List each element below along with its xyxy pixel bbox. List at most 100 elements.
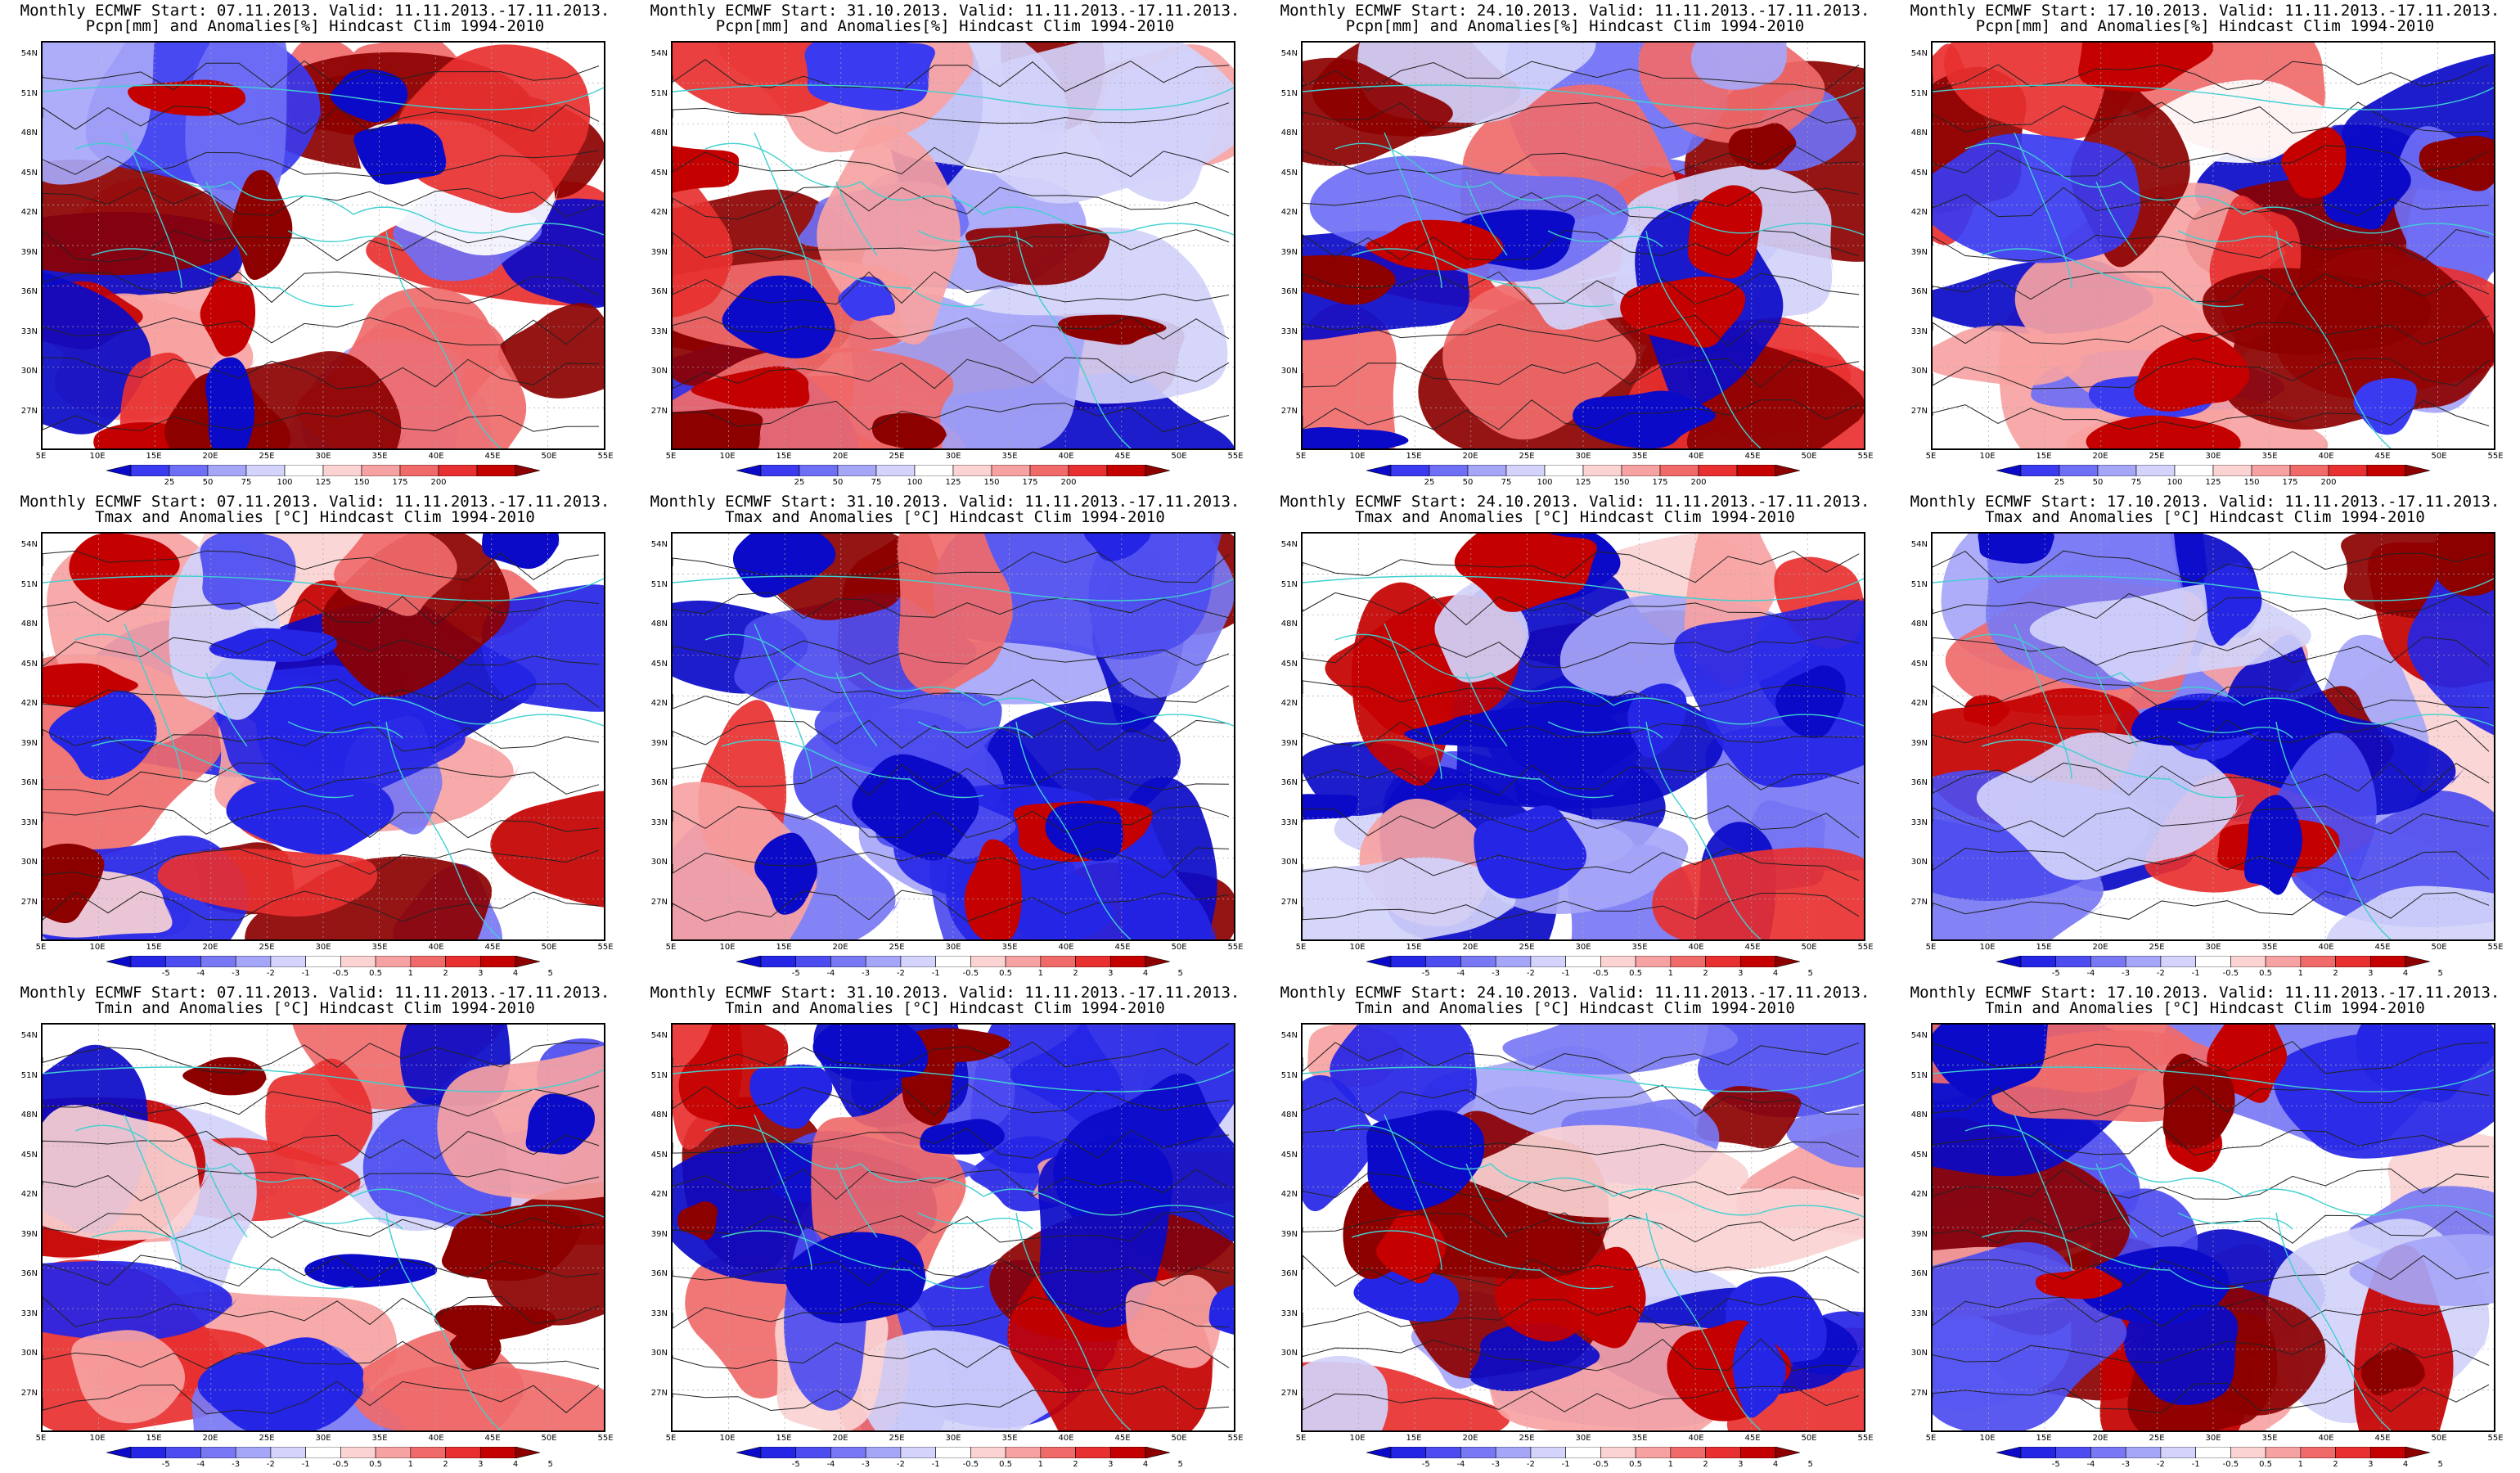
anomaly-core [525, 1093, 596, 1155]
contour-line [1933, 1255, 2490, 1287]
colorbar-tick-label: 4 [1772, 969, 1779, 978]
map-panel: Monthly ECMWF Start: 31.10.2013. Valid: … [630, 982, 1260, 1473]
lon-tick-label: 5E [35, 1434, 47, 1443]
colorbar-segment [322, 465, 362, 476]
lon-tick-label: 35E [1631, 943, 1648, 952]
lat-tick-label: 54N [1280, 1031, 1298, 1040]
coastline [1351, 739, 1614, 799]
map-plot [41, 532, 605, 941]
lat-tick-label: 45N [1280, 659, 1298, 669]
colorbar-segment [830, 1447, 866, 1458]
colorbar-segment [2020, 956, 2057, 967]
anomaly-core [722, 275, 837, 358]
colorbar-segment [165, 1447, 201, 1458]
lon-tick-label: 35E [2261, 943, 2278, 952]
contour-line [43, 1169, 600, 1202]
lon-tick-label: 25E [2149, 452, 2165, 461]
colorbar-segment [305, 1447, 341, 1458]
lat-tick-label: 30N [1910, 858, 1928, 867]
colorbar-tick-label: 1 [407, 969, 413, 978]
lat-tick-label: 48N [20, 128, 38, 137]
anomaly-patch [217, 674, 483, 798]
colorbar-segment [106, 956, 132, 967]
anomaly-core [2134, 332, 2253, 412]
colorbar [736, 1447, 1170, 1458]
lat-tick-label: 45N [650, 168, 668, 178]
anomaly-core [209, 628, 340, 662]
anomaly-core [2244, 795, 2305, 895]
lat-tick-label: 51N [20, 579, 38, 589]
anomaly-core [1353, 1269, 1461, 1322]
colorbar-tick-label: 3 [1738, 1460, 1744, 1469]
lat-tick-label: 42N [1910, 699, 1928, 708]
lat-tick-label: 42N [1910, 208, 1928, 217]
lat-tick-label: 36N [650, 287, 668, 296]
panel-title-line1: Monthly ECMWF Start: 17.10.2013. Valid: … [1910, 2, 2500, 20]
lat-tick-label: 33N [1280, 1309, 1298, 1318]
lat-tick-label: 54N [650, 49, 668, 58]
lon-tick-label: 30E [315, 1434, 331, 1443]
colorbar-tick-label: 75 [2131, 478, 2142, 487]
anomaly-patch [1460, 1124, 1758, 1218]
lat-tick-label: 27N [20, 406, 38, 416]
lon-tick-label: 20E [2092, 943, 2108, 952]
coastline [721, 739, 984, 799]
colorbar-segment [515, 465, 540, 476]
contour-line [1933, 805, 2490, 838]
lat-tick-label: 45N [650, 659, 668, 669]
lon-tick-label: 35E [1631, 452, 1648, 461]
anomaly-core [677, 1201, 718, 1241]
coastline [754, 132, 812, 289]
lat-tick-label: 48N [650, 128, 668, 137]
anomaly-core [1045, 803, 1124, 862]
colorbar [1996, 956, 2430, 967]
colorbar-tick-label: -2 [896, 1460, 905, 1469]
colorbar-segment [235, 956, 272, 967]
coastline [74, 633, 604, 727]
map-plot [1301, 1023, 1865, 1432]
coastline [1645, 721, 1762, 939]
coastline [205, 672, 248, 747]
lat-tick-label: 39N [1280, 247, 1298, 257]
lon-tick-label: 55E [597, 943, 614, 952]
lat-tick-label: 45N [20, 168, 38, 178]
colorbar-segment [2125, 1447, 2162, 1458]
colorbar-segment [445, 956, 481, 967]
contour-line [1303, 550, 1860, 583]
colorbar-segment [1467, 465, 1507, 476]
contour-line [1303, 1255, 1860, 1287]
colorbar-segment [1530, 956, 1566, 967]
lon-tick-label: 50E [1171, 452, 1187, 461]
lon-tick-label: 40E [428, 452, 444, 461]
colorbar-tick-label: 175 [1652, 478, 1668, 487]
lat-tick-label: 27N [1280, 1388, 1298, 1398]
lat-tick-label: 36N [20, 1269, 38, 1278]
colorbar-segment [410, 1447, 446, 1458]
colorbar-segment [1565, 956, 1601, 967]
lon-tick-label: 20E [2092, 452, 2108, 461]
coastline [43, 1066, 604, 1092]
colorbar-segment [2405, 956, 2430, 967]
colorbar-tick-label: -1 [931, 1460, 940, 1469]
lat-tick-label: 48N [1280, 128, 1298, 137]
contour-line [1303, 892, 1860, 921]
colorbar-tick-label: 4 [512, 1460, 519, 1469]
colorbar [736, 956, 1170, 967]
coastline [1015, 230, 1132, 448]
lon-tick-label: 30E [1575, 1434, 1591, 1443]
colorbar-tick-label: 4 [1142, 969, 1149, 978]
lon-tick-label: 35E [371, 452, 388, 461]
colorbar-tick-label: 25 [2054, 478, 2065, 487]
lat-tick-label: 48N [20, 619, 38, 628]
anomaly-patch [2202, 268, 2436, 355]
lat-tick-label: 51N [1280, 579, 1298, 589]
lon-tick-label: 35E [1001, 452, 1018, 461]
lon-tick-label: 45E [2374, 943, 2391, 952]
colorbar-tick-label: -2 [2156, 969, 2165, 978]
colorbar-tick-label: 2 [2333, 969, 2338, 978]
lat-tick-label: 39N [20, 738, 38, 748]
colorbar-segment [970, 956, 1006, 967]
colorbar-segment [1775, 465, 1800, 476]
colorbar-tick-label: 5 [1177, 1460, 1183, 1469]
coastline [917, 1212, 1033, 1230]
